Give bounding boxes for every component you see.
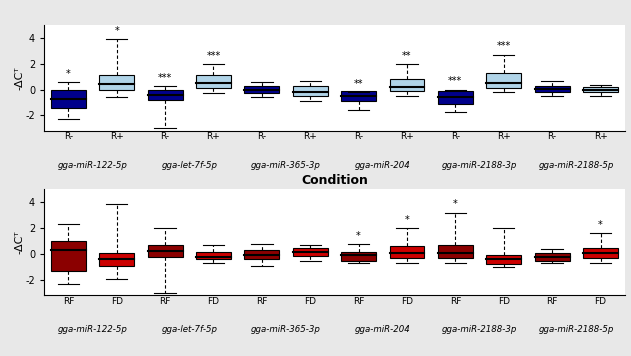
Title: Condition: Condition xyxy=(301,174,368,187)
Text: *: * xyxy=(114,26,119,36)
Text: gga-miR-365-3p: gga-miR-365-3p xyxy=(251,325,321,334)
Bar xyxy=(438,91,473,104)
Text: **: ** xyxy=(354,79,363,89)
Text: gga-let-7f-5p: gga-let-7f-5p xyxy=(162,161,217,170)
Text: **: ** xyxy=(402,51,412,61)
Bar xyxy=(389,246,425,258)
Bar xyxy=(99,75,134,90)
Bar xyxy=(389,79,425,91)
Bar xyxy=(196,75,231,88)
Text: gga-miR-2188-3p: gga-miR-2188-3p xyxy=(442,161,517,170)
Bar xyxy=(51,90,86,108)
Text: ***: *** xyxy=(158,73,172,83)
Text: *: * xyxy=(598,220,603,230)
Bar xyxy=(293,87,327,96)
Bar xyxy=(583,248,618,258)
Bar xyxy=(51,241,86,271)
Bar xyxy=(293,248,327,256)
Bar xyxy=(244,87,280,94)
Text: ***: *** xyxy=(497,42,511,52)
Text: gga-miR-2188-3p: gga-miR-2188-3p xyxy=(442,325,517,334)
Bar xyxy=(487,255,521,265)
Text: gga-miR-122-5p: gga-miR-122-5p xyxy=(57,161,127,170)
Y-axis label: -ΔCᵀ: -ΔCᵀ xyxy=(14,231,24,254)
Text: gga-miR-204: gga-miR-204 xyxy=(355,161,411,170)
Bar xyxy=(438,245,473,258)
Text: *: * xyxy=(66,69,71,79)
Text: *: * xyxy=(357,231,361,241)
Text: gga-miR-2188-5p: gga-miR-2188-5p xyxy=(539,325,614,334)
Bar xyxy=(196,252,231,259)
Bar xyxy=(534,86,570,92)
Text: ***: *** xyxy=(206,51,221,61)
Bar xyxy=(583,87,618,92)
Text: gga-let-7f-5p: gga-let-7f-5p xyxy=(162,325,217,334)
Text: *: * xyxy=(404,215,410,225)
Y-axis label: -ΔCᵀ: -ΔCᵀ xyxy=(14,66,24,90)
Bar xyxy=(99,253,134,266)
Bar xyxy=(534,253,570,261)
Text: *: * xyxy=(453,199,457,209)
Bar xyxy=(487,73,521,88)
Bar xyxy=(148,90,182,100)
Text: ***: *** xyxy=(448,77,463,87)
Bar xyxy=(244,250,280,259)
Text: gga-miR-365-3p: gga-miR-365-3p xyxy=(251,161,321,170)
Text: gga-miR-2188-5p: gga-miR-2188-5p xyxy=(539,161,614,170)
Text: gga-miR-122-5p: gga-miR-122-5p xyxy=(57,325,127,334)
Text: gga-miR-204: gga-miR-204 xyxy=(355,325,411,334)
Bar xyxy=(341,252,376,261)
Bar xyxy=(148,245,182,257)
Bar xyxy=(341,91,376,101)
